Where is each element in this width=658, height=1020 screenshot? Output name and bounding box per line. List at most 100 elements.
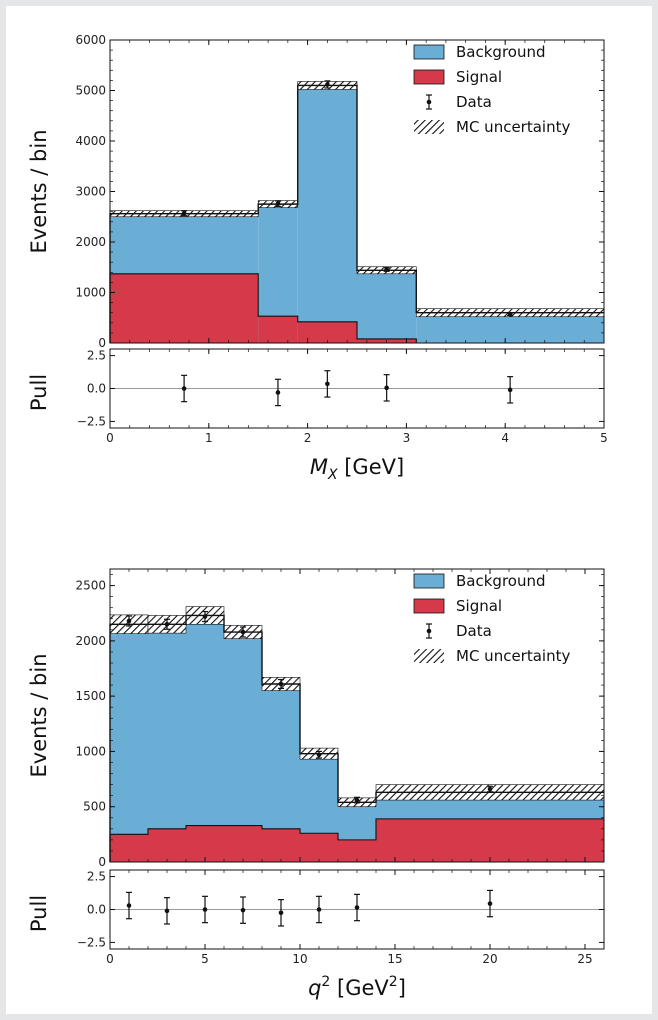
legend-label: MC uncertainty — [456, 647, 570, 665]
background-bar — [416, 312, 604, 343]
x-axis-label: MX [GeV] — [310, 455, 404, 483]
pull-point — [384, 385, 389, 391]
pull-tick-label: 2.5 — [87, 870, 106, 884]
signal-bar — [110, 834, 148, 862]
legend-swatch-mc-uncertainty — [414, 649, 444, 663]
x-axis-unit: [GeV — [330, 976, 389, 1000]
x-axis-label: q2 [GeV2] — [308, 974, 406, 1000]
legend-swatch-data-point — [426, 99, 432, 105]
data-point — [240, 629, 246, 635]
pull-point — [507, 387, 513, 393]
y-tick-label: 6000 — [75, 33, 106, 47]
pull-point — [126, 903, 132, 908]
y-tick-label: 500 — [83, 800, 106, 814]
x-tick-label: 20 — [482, 952, 497, 966]
signal-bar — [262, 828, 300, 862]
y-tick-label: 2000 — [75, 634, 106, 648]
pull-point — [181, 386, 187, 391]
pull-point — [202, 907, 208, 912]
signal-bar — [338, 839, 376, 862]
background-bar — [224, 632, 262, 862]
pull-point — [487, 901, 493, 906]
data-point — [202, 614, 208, 619]
data-point — [316, 752, 322, 758]
legend-swatch-data-point — [426, 628, 432, 634]
pull-tick-label: −2.5 — [77, 935, 106, 949]
legend-label: Background — [456, 572, 546, 590]
background-bar — [148, 624, 186, 862]
pull-point — [275, 390, 281, 395]
legend-swatch-signal — [413, 598, 445, 614]
x-tick-label: 10 — [292, 952, 307, 966]
y-axis-label: Events / bin — [27, 653, 51, 777]
signal-bar — [376, 818, 604, 862]
y-tick-label: 2000 — [75, 235, 106, 249]
pull-point — [325, 381, 330, 387]
signal-bar — [297, 321, 357, 343]
x-tick-label: 5 — [201, 952, 209, 966]
legend-swatch-background — [413, 573, 445, 589]
q2-chart: 0 500 1000 1500 2000 2500 0 5 10 15 20 25 2.5 0.0 −2.5… — [27, 568, 605, 1000]
x-axis-unit-superscript: 2 — [389, 974, 398, 990]
mx-chart: 0 1000 2000 3000 4000 5000 6000 0 1 2 3 4 5 2.5 0.0 −2.… — [27, 33, 608, 483]
data-point — [325, 82, 330, 87]
background-bar — [110, 624, 148, 862]
y-tick-label: 3000 — [75, 185, 106, 199]
x-tick-label: 5 — [600, 431, 608, 445]
data-point — [384, 266, 389, 272]
data-point — [181, 210, 187, 216]
background-bar — [297, 85, 357, 343]
background-bar — [186, 615, 224, 862]
signal-bar — [258, 316, 298, 343]
x-axis-variable: q — [308, 976, 321, 1000]
signal-bar — [224, 825, 262, 862]
y-tick-label: 4000 — [75, 134, 106, 148]
pull-point — [354, 905, 360, 910]
y-tick-label: 5000 — [75, 84, 106, 98]
legend-label: Signal — [456, 597, 502, 615]
total-step-outline — [109, 84, 604, 343]
signal-bar — [110, 273, 259, 343]
x-axis-unit: [GeV] — [338, 455, 405, 479]
legend-label: MC uncertainty — [456, 118, 570, 136]
signal-bar — [148, 828, 186, 862]
pull-point — [164, 908, 170, 914]
y-tick-label: 0 — [98, 336, 106, 350]
pull-point — [316, 907, 322, 912]
background-bar — [357, 270, 417, 343]
pull-tick-label: −2.5 — [77, 414, 106, 428]
y-tick-label: 1000 — [75, 286, 106, 300]
y-tick-label: 1500 — [75, 689, 106, 703]
legend-label: Signal — [456, 68, 502, 86]
x-axis-superscript: 2 — [321, 974, 330, 990]
signal-step-outline — [109, 818, 604, 862]
y-tick-label: 1000 — [75, 744, 106, 758]
data-point — [487, 786, 493, 792]
y-tick-label: 2500 — [75, 579, 106, 593]
x-tick-label: 0 — [106, 952, 114, 966]
y-tick-label: 0 — [98, 855, 106, 869]
signal-bar — [300, 833, 338, 862]
data-point — [275, 201, 281, 206]
signal-bar — [186, 825, 224, 862]
data-point — [126, 618, 132, 624]
data-point — [507, 311, 513, 317]
legend-label: Data — [456, 93, 492, 111]
x-tick-label: 1 — [205, 431, 213, 445]
legend-swatch-mc-uncertainty — [414, 120, 444, 134]
x-axis-unit-end: ] — [398, 976, 406, 1000]
x-axis-variable: M — [310, 455, 328, 479]
signal-step-outline — [109, 273, 604, 344]
x-tick-label: 15 — [387, 952, 402, 966]
y-axis-label: Events / bin — [27, 129, 51, 253]
legend-swatch-background — [413, 44, 445, 60]
x-tick-label: 25 — [577, 952, 592, 966]
data-point — [354, 797, 360, 803]
x-tick-label: 0 — [106, 431, 114, 445]
pull-tick-label: 0.0 — [87, 382, 106, 396]
legend-label: Background — [456, 43, 546, 61]
data-point — [278, 681, 284, 687]
legend-swatch-signal — [413, 69, 445, 85]
x-tick-label: 2 — [304, 431, 312, 445]
